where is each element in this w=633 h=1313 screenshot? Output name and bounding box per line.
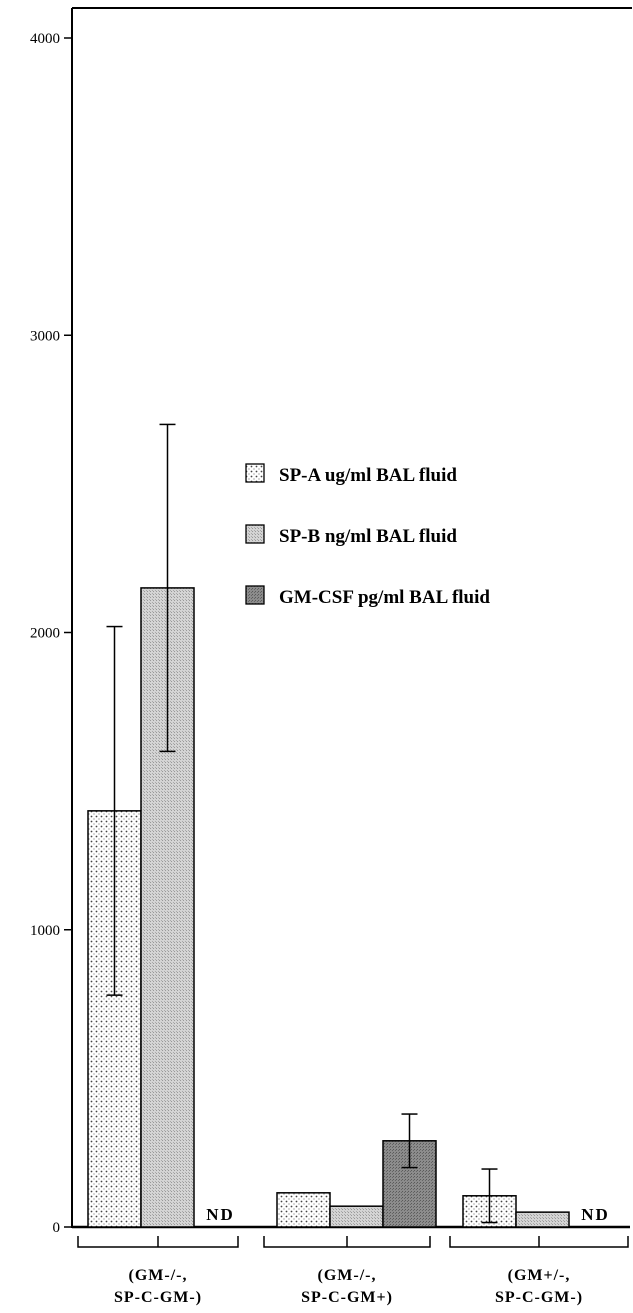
nd-label: ND bbox=[206, 1205, 235, 1224]
category-labels: ND ND (GM-/-, SP-C-GM-) (GM-/-, SP-C-GM+) (GM+… bbox=[77, 1205, 629, 1306]
category-label: SP-C-GM-) bbox=[495, 1289, 583, 1306]
legend-swatch bbox=[245, 585, 265, 605]
bar bbox=[276, 1192, 331, 1228]
y-tick-label: 1000 bbox=[30, 923, 60, 939]
legend: SP-A ug/ml BAL fluid SP-B ng/ml BAL fluid… bbox=[245, 463, 490, 608]
nd-label: ND bbox=[581, 1205, 610, 1224]
category-label: (GM-/-, bbox=[129, 1267, 188, 1284]
legend-swatch bbox=[245, 463, 265, 483]
y-tick-label: 3000 bbox=[30, 328, 60, 344]
category-label: SP-C-GM+) bbox=[301, 1289, 393, 1306]
bar bbox=[329, 1205, 384, 1228]
category-label: (GM-/-, bbox=[318, 1267, 377, 1284]
category-label: SP-C-GM-) bbox=[114, 1289, 202, 1306]
legend-label: SP-A ug/ml BAL fluid bbox=[279, 465, 457, 486]
bar bbox=[515, 1211, 570, 1228]
legend-label: SP-B ng/ml BAL fluid bbox=[279, 526, 457, 547]
y-tick-label: 0 bbox=[53, 1220, 61, 1236]
category-label: (GM+/-, bbox=[508, 1267, 571, 1284]
legend-swatch bbox=[245, 524, 265, 544]
bars bbox=[87, 423, 570, 1228]
y-tick-label: 2000 bbox=[30, 626, 60, 642]
y-tick-label: 4000 bbox=[30, 31, 60, 47]
legend-label: GM-CSF pg/ml BAL fluid bbox=[279, 587, 490, 608]
